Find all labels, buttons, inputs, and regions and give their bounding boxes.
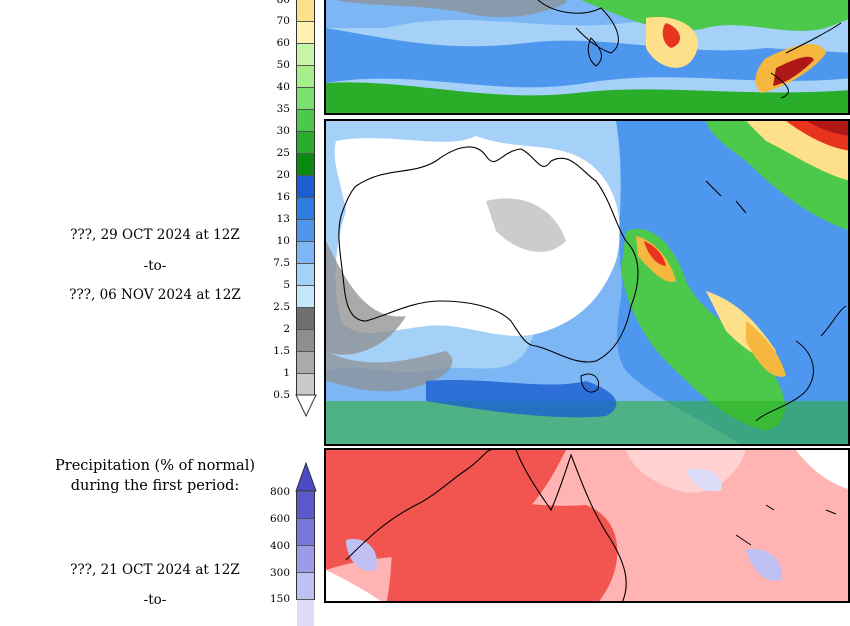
precip-label-13: 13 (276, 213, 290, 225)
precip-label-70: 70 (276, 15, 290, 27)
precip-label-16: 16 (276, 191, 290, 203)
precip-swatch-10 (297, 197, 314, 219)
precip-swatch-18 (297, 373, 314, 395)
precip-label-5: 5 (283, 279, 290, 291)
pct-color-bar (296, 491, 315, 626)
section-title-line1: Precipitation (% of normal) (55, 458, 255, 474)
precip-label-0-5: 0.5 (273, 389, 290, 401)
precip-label-7-5: 7.5 (273, 257, 290, 269)
precip-scale-arrow-down (295, 394, 317, 418)
precip-label-1-5: 1.5 (273, 345, 290, 357)
precip-label-30: 30 (276, 125, 290, 137)
precip-swatch-6 (297, 109, 314, 131)
pct-swatch-3 (297, 572, 314, 599)
precip-label-25: 25 (276, 147, 290, 159)
precip-label-1: 1 (283, 367, 290, 379)
precip-label-60: 60 (276, 37, 290, 49)
pct-label-400: 400 (269, 540, 290, 552)
precip-label-35: 35 (276, 103, 290, 115)
precip-label-80: 80 (276, 0, 290, 6)
period3-to-text: -to- (143, 592, 167, 608)
section-title-line2: during the first period: (70, 478, 240, 494)
precip-label-2-5: 2.5 (273, 301, 290, 313)
precip-label-50: 50 (276, 59, 290, 71)
pct-swatch-0 (297, 491, 314, 518)
precip-label-10: 10 (276, 235, 290, 247)
precip-swatch-2 (297, 21, 314, 43)
precip-swatch-1 (297, 0, 314, 21)
precip-swatch-17 (297, 351, 314, 373)
precip-label-40: 40 (276, 81, 290, 93)
precip-label-2: 2 (283, 323, 290, 335)
precip-swatch-9 (297, 175, 314, 197)
precip-swatch-16 (297, 329, 314, 351)
pct-normal-map (324, 448, 850, 603)
precip-swatch-11 (297, 219, 314, 241)
precip-swatch-4 (297, 65, 314, 87)
precip-label-20: 20 (276, 169, 290, 181)
pct-swatch-4 (297, 599, 314, 626)
pct-label-300: 300 (269, 567, 290, 579)
pct-swatch-2 (297, 545, 314, 572)
period2-start-text: ???, 29 OCT 2024 at 12Z (70, 227, 240, 243)
precip-swatch-12 (297, 241, 314, 263)
precip-swatch-15 (297, 307, 314, 329)
period3-start-text: ???, 21 OCT 2024 at 12Z (70, 562, 240, 578)
pct-scale-arrow-up (295, 462, 317, 492)
precip-swatch-8 (297, 153, 314, 175)
precip-map-period2 (324, 119, 850, 446)
period2-to-text: -to- (143, 258, 167, 274)
period2-end-text: ???, 06 NOV 2024 at 12Z (69, 287, 241, 303)
precip-color-bar (296, 0, 315, 395)
precip-swatch-7 (297, 131, 314, 153)
precip-map-period1 (324, 0, 850, 115)
pct-label-150: 150 (269, 593, 290, 605)
precip-swatch-13 (297, 263, 314, 285)
pct-swatch-1 (297, 518, 314, 545)
pct-label-600: 600 (269, 513, 290, 525)
precip-swatch-3 (297, 43, 314, 65)
precip-swatch-14 (297, 285, 314, 307)
precip-swatch-5 (297, 87, 314, 109)
pct-label-800: 800 (269, 486, 290, 498)
